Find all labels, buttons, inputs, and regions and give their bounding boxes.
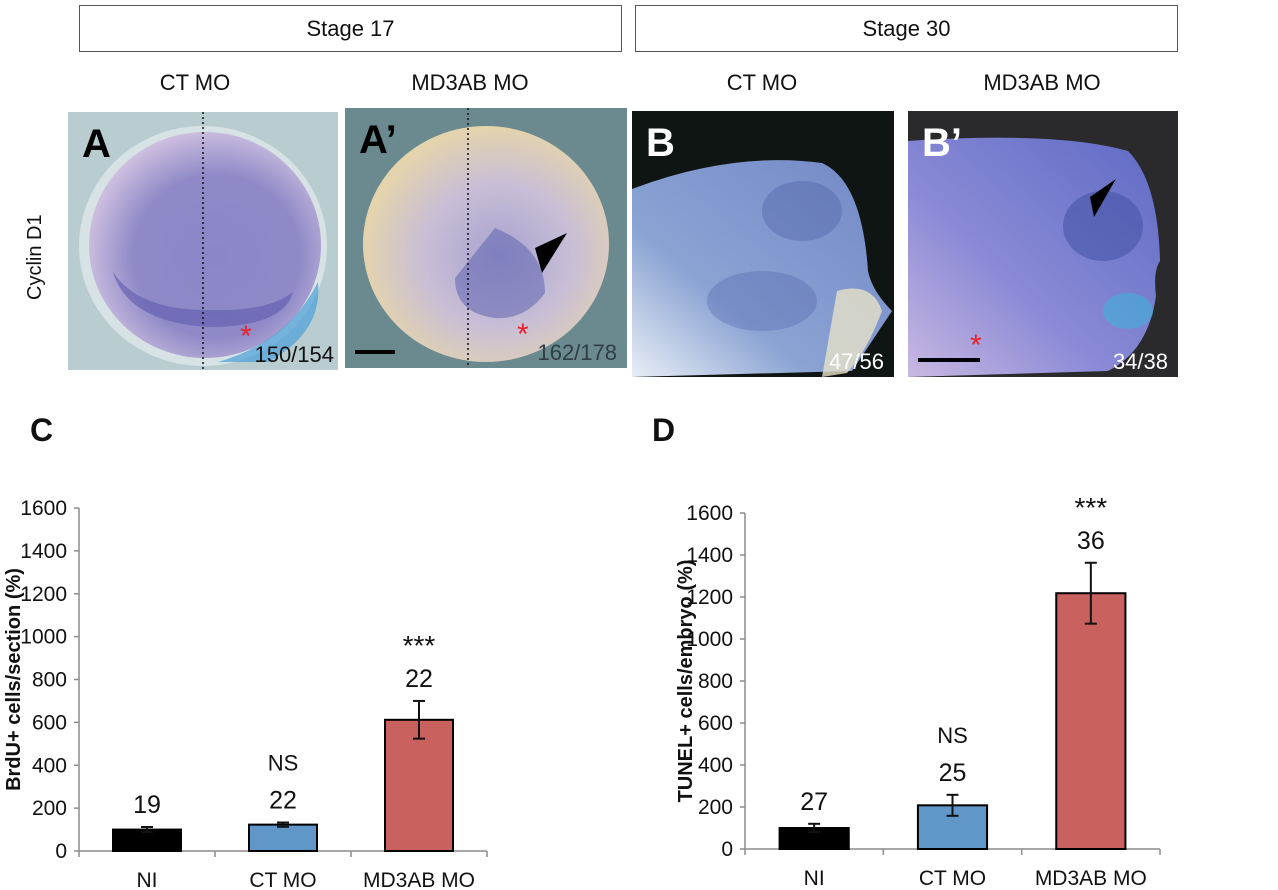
significance-label: NS [268, 750, 299, 775]
y-tick-label: 400 [698, 754, 733, 777]
y-axis-label: TUNEL+ cells/embryo (%) [675, 560, 697, 803]
y-tick-label: 1600 [686, 502, 733, 525]
ratio-b: 47/56 [828, 349, 884, 374]
x-tick-label: NI [804, 867, 825, 890]
stage-17-header: Stage 17 [79, 5, 622, 52]
y-tick-label: 600 [698, 712, 733, 735]
ratio-b-prime: 34/38 [1112, 349, 1168, 374]
stage-30-header: Stage 30 [635, 5, 1178, 52]
y-tick-label: 1000 [686, 628, 733, 651]
y-tick-label: 400 [32, 754, 67, 777]
micrograph-panel-a-prime: * A’ 162/178 [345, 108, 627, 368]
significance-label: *** [403, 630, 436, 661]
bar-md3ab-mo [1055, 592, 1127, 850]
y-tick-label: 200 [698, 796, 733, 819]
arrowhead-icon [535, 233, 567, 273]
asterisk-marker: * [240, 320, 252, 353]
embryo-image-a-prime: * [355, 108, 609, 368]
n-label: 22 [269, 786, 297, 814]
x-tick-label: NI [137, 869, 158, 890]
n-label: 19 [133, 791, 161, 819]
significance-label: *** [1074, 492, 1107, 523]
n-label: 36 [1077, 527, 1105, 555]
micrograph-panel-b: B 47/56 [632, 111, 894, 377]
ratio-a-prime: 162/178 [537, 340, 617, 365]
condition-label-a: CT MO [159, 70, 231, 95]
y-tick-label: 1200 [20, 583, 67, 606]
n-label: 27 [800, 788, 828, 816]
y-tick-label: 0 [55, 840, 67, 863]
micrograph-panel-b-prime: * B’ 34/38 [908, 111, 1178, 377]
y-tick-label: 1400 [20, 540, 67, 563]
n-label: 25 [939, 759, 967, 787]
x-tick-label: MD3AB MO [1035, 867, 1147, 890]
panel-letter-c: C [30, 412, 54, 448]
y-tick-label: 1400 [686, 544, 733, 567]
y-tick-label: 200 [32, 797, 67, 820]
scale-bar [355, 350, 395, 354]
y-tick-label: 1200 [686, 586, 733, 609]
y-axis-label: BrdU+ cells/section (%) [3, 568, 25, 791]
micrograph-panel-a: * A 150/154 [68, 112, 338, 370]
panel-letter-b: B [646, 121, 675, 165]
scale-bar [918, 358, 980, 362]
bar-ct-mo [248, 823, 318, 852]
y-tick-label: 800 [698, 670, 733, 693]
ratio-a: 150/154 [254, 342, 334, 367]
embryo-image-a: * [79, 112, 327, 370]
y-tick-label: 800 [32, 669, 67, 692]
embryo-image-b-prime: * [908, 137, 1160, 377]
arrowhead-icon [1090, 179, 1116, 217]
y-tick-label: 1000 [20, 626, 67, 649]
panel-letter-a-prime: A’ [359, 118, 397, 162]
x-tick-label: CT MO [919, 867, 986, 890]
condition-label-a-prime: MD3AB MO [411, 70, 529, 95]
condition-label-b-prime: MD3AB MO [983, 70, 1101, 95]
embryo-image-b [632, 160, 892, 377]
n-label: 22 [405, 665, 433, 693]
panel-letter-d: D [652, 412, 676, 448]
bar-chart-tunel: 0 200 400 600 800 1000 1200 1400 1600 TUNEL+ cell… [675, 492, 1161, 890]
x-tick-label: MD3AB MO [363, 869, 475, 890]
asterisk-marker: * [970, 329, 982, 362]
x-tick-label: CT MO [249, 869, 316, 890]
significance-label: NS [937, 723, 968, 748]
bar-chart-brdu: 0 200 400 600 800 1000 1200 1400 1600 BrdU+ cells… [3, 497, 488, 890]
y-tick-label: 600 [32, 711, 67, 734]
y-tick-label: 0 [721, 838, 733, 861]
panel-letter-b-prime: B’ [922, 121, 962, 165]
row-label-cyclin-d1: Cyclin D1 [24, 214, 46, 300]
panel-letter-a: A [82, 122, 111, 166]
bar-md3ab-mo [384, 718, 454, 852]
y-tick-label: 1600 [20, 497, 67, 520]
condition-label-b: CT MO [726, 70, 798, 95]
asterisk-marker: * [517, 318, 529, 351]
